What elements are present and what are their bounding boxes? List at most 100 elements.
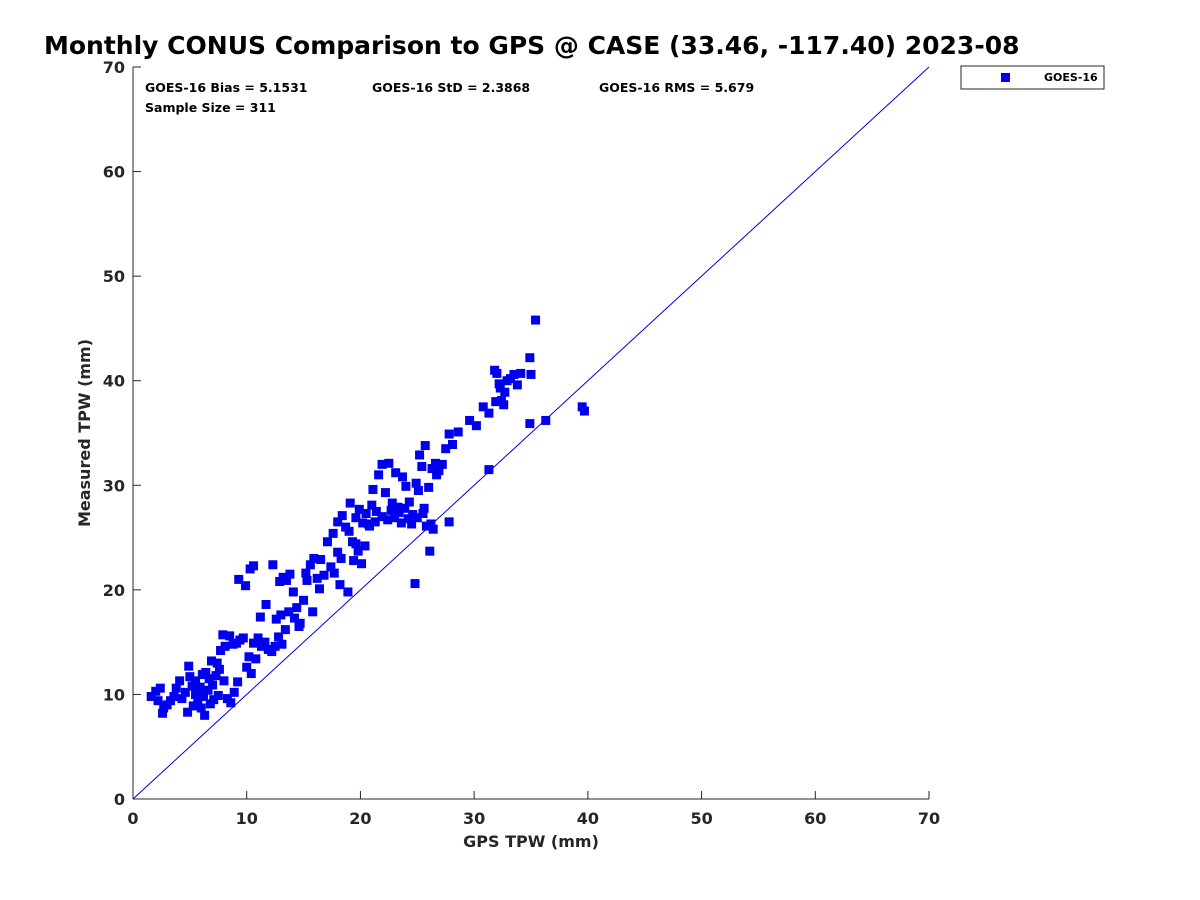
x-tick-label: 60 bbox=[804, 809, 826, 828]
data-point bbox=[441, 444, 451, 454]
data-point bbox=[274, 632, 284, 642]
data-point bbox=[424, 482, 434, 492]
data-point bbox=[351, 513, 361, 523]
data-point bbox=[211, 671, 221, 681]
data-point bbox=[541, 415, 551, 425]
data-point bbox=[169, 692, 179, 702]
data-point bbox=[525, 419, 535, 429]
data-point bbox=[380, 488, 390, 498]
one-to-one-reference-line bbox=[132, 66, 930, 800]
data-point bbox=[444, 517, 454, 527]
data-point bbox=[246, 669, 256, 679]
data-point bbox=[229, 687, 239, 697]
data-point bbox=[285, 569, 295, 579]
data-point bbox=[204, 674, 214, 684]
data-point bbox=[444, 429, 454, 439]
data-point bbox=[213, 690, 223, 700]
data-point bbox=[358, 518, 368, 528]
data-point bbox=[199, 692, 209, 702]
data-point bbox=[419, 503, 429, 513]
y-tick-label: 10 bbox=[103, 685, 125, 704]
data-point bbox=[191, 689, 201, 699]
y-tick-label: 60 bbox=[103, 163, 125, 182]
data-point bbox=[384, 458, 394, 468]
data-point bbox=[234, 574, 244, 584]
data-point bbox=[345, 498, 355, 508]
data-point bbox=[509, 369, 519, 379]
data-point bbox=[357, 559, 367, 569]
data-point bbox=[241, 581, 251, 591]
data-point bbox=[214, 664, 224, 674]
data-point bbox=[146, 692, 156, 702]
y-tick-label: 70 bbox=[103, 58, 125, 77]
data-point bbox=[292, 603, 302, 613]
data-point bbox=[492, 368, 502, 378]
data-point bbox=[391, 468, 401, 478]
data-point bbox=[301, 568, 311, 578]
data-point bbox=[220, 641, 230, 651]
data-point bbox=[218, 630, 228, 640]
y-tick-label: 0 bbox=[114, 790, 125, 809]
data-point bbox=[525, 353, 535, 363]
data-point bbox=[425, 546, 435, 556]
std-annotation: GOES-16 StD = 2.3868 bbox=[372, 80, 530, 95]
data-point bbox=[289, 613, 299, 623]
data-point bbox=[465, 415, 475, 425]
data-point bbox=[316, 555, 326, 565]
data-point bbox=[491, 397, 501, 407]
y-tick-label: 50 bbox=[103, 267, 125, 286]
data-point bbox=[171, 683, 181, 693]
data-point bbox=[383, 515, 393, 525]
data-point bbox=[180, 687, 190, 697]
data-point bbox=[500, 387, 510, 397]
data-point bbox=[225, 631, 235, 641]
data-point bbox=[374, 470, 384, 480]
data-point bbox=[333, 547, 343, 557]
data-point bbox=[329, 568, 339, 578]
data-point bbox=[361, 509, 371, 519]
data-point bbox=[294, 621, 304, 631]
bias-annotation: GOES-16 Bias = 5.1531 bbox=[145, 80, 307, 95]
data-point bbox=[335, 580, 345, 590]
data-point bbox=[377, 459, 387, 469]
data-point bbox=[363, 519, 373, 529]
data-point bbox=[484, 465, 494, 475]
data-point bbox=[208, 680, 218, 690]
data-point bbox=[153, 696, 163, 706]
data-point bbox=[404, 497, 414, 507]
data-point bbox=[408, 510, 418, 520]
data-point bbox=[195, 682, 205, 692]
data-point bbox=[185, 672, 195, 682]
data-point bbox=[260, 637, 270, 647]
data-point bbox=[276, 610, 286, 620]
data-point bbox=[437, 459, 447, 469]
data-point bbox=[244, 652, 254, 662]
data-point bbox=[344, 526, 354, 536]
data-point bbox=[187, 681, 197, 691]
data-point bbox=[183, 707, 193, 717]
y-axis-label: Measured TPW (mm) bbox=[75, 339, 94, 527]
data-point bbox=[531, 315, 541, 325]
data-point bbox=[393, 502, 403, 512]
data-point bbox=[326, 562, 336, 572]
data-point bbox=[484, 408, 494, 418]
data-point bbox=[249, 638, 259, 648]
data-point bbox=[249, 561, 259, 571]
data-point bbox=[351, 539, 361, 549]
data-point bbox=[299, 595, 309, 605]
chart-title: Monthly CONUS Comparison to GPS @ CASE (… bbox=[44, 31, 1020, 60]
data-point bbox=[302, 575, 312, 585]
data-point bbox=[309, 553, 319, 563]
x-axis-label: GPS TPW (mm) bbox=[463, 832, 599, 851]
data-point bbox=[288, 587, 298, 597]
data-point bbox=[343, 587, 353, 597]
data-point bbox=[478, 402, 488, 412]
data-point bbox=[267, 647, 277, 657]
data-point bbox=[155, 683, 165, 693]
legend-marker bbox=[1001, 73, 1010, 82]
data-point bbox=[360, 541, 370, 551]
data-point bbox=[471, 421, 481, 431]
data-point bbox=[271, 614, 281, 624]
x-tick-label: 40 bbox=[577, 809, 599, 828]
